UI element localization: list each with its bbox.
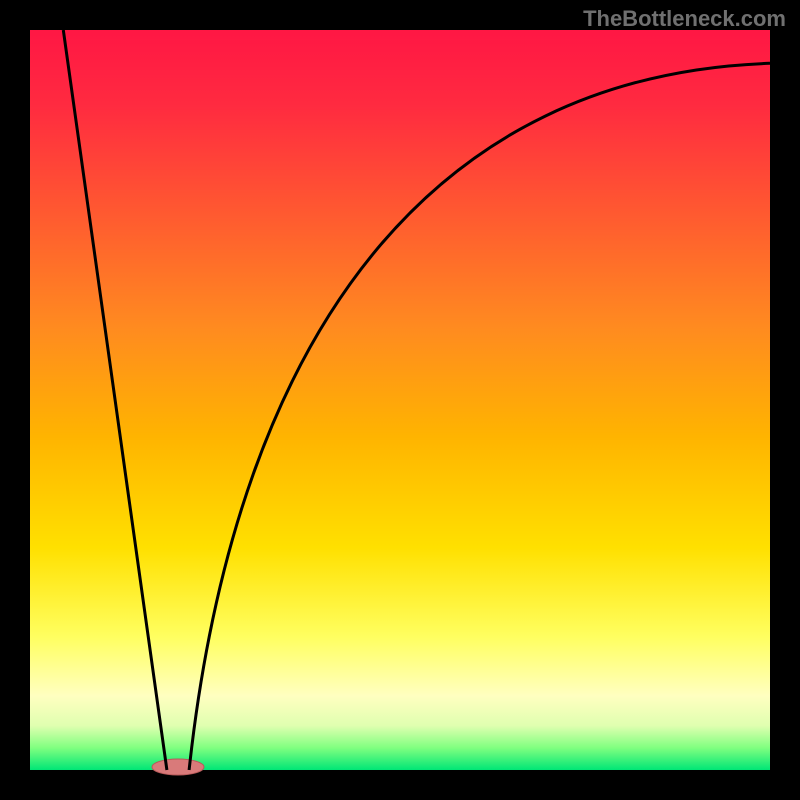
optimal-marker bbox=[152, 759, 204, 775]
chart-plot-area bbox=[30, 30, 770, 770]
chart-svg bbox=[0, 0, 800, 800]
watermark-text: TheBottleneck.com bbox=[583, 6, 786, 32]
chart-container: TheBottleneck.com bbox=[0, 0, 800, 800]
